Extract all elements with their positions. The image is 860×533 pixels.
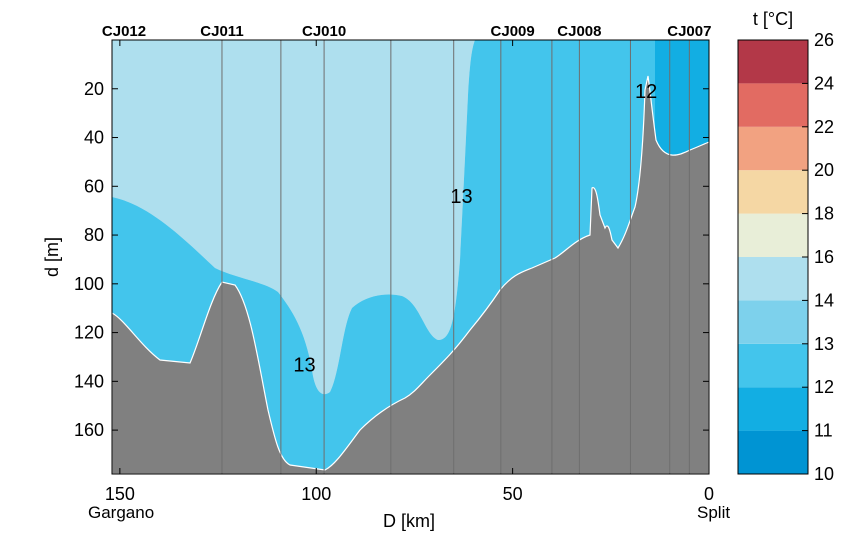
colorbar-swatch xyxy=(738,126,808,171)
y-axis-ticks: 20 40 60 80 100 120 140 160 xyxy=(74,79,709,440)
y-tick-label: 60 xyxy=(84,176,104,196)
station-label: CJ012 xyxy=(102,23,146,40)
contour-label: 13 xyxy=(293,354,315,376)
station-label: CJ008 xyxy=(557,23,601,40)
contour-label: 12 xyxy=(635,81,657,103)
station-label: CJ010 xyxy=(302,23,346,40)
contour-labels: 13 13 12 xyxy=(293,81,657,376)
colorbar-tick-label: 11 xyxy=(814,421,833,441)
y-tick-label: 160 xyxy=(74,420,104,440)
station-label: CJ007 xyxy=(667,23,711,40)
y-tick-label: 40 xyxy=(84,128,104,148)
water-band-14-16 xyxy=(112,40,475,395)
colorbar-tick-label: 14 xyxy=(814,290,834,310)
colorbar-swatch xyxy=(738,83,808,127)
x-tick-label: 50 xyxy=(503,484,523,504)
colorbar-swatch xyxy=(738,170,808,214)
contour-label: 13 xyxy=(450,186,472,208)
x-axis-title: D [km] xyxy=(383,511,435,531)
y-tick-label: 120 xyxy=(74,323,104,343)
x-tick-label: 0 xyxy=(704,484,714,504)
station-labels: CJ012 CJ011 CJ010 CJ009 CJ008 CJ007 xyxy=(102,23,712,40)
y-axis-title: d [m] xyxy=(42,237,62,277)
colorbar-tick-label: 22 xyxy=(814,117,834,137)
y-tick-label: 140 xyxy=(74,371,104,391)
colorbar-swatch xyxy=(738,430,808,474)
x-axis-left-endpoint-label: Gargano xyxy=(88,503,154,522)
plot-frame xyxy=(111,39,710,475)
colorbar-swatch xyxy=(738,387,808,431)
cast-lines xyxy=(221,40,690,474)
x-tick-label: 150 xyxy=(105,484,135,504)
x-tick-label: 100 xyxy=(301,484,331,504)
x-axis-right-endpoint-label: Split xyxy=(697,503,730,522)
colorbar-tick-label: 16 xyxy=(814,247,834,267)
colorbar-tick-label: 26 xyxy=(814,30,834,50)
colorbar-tick-label: 13 xyxy=(814,334,834,354)
colorbar-swatch xyxy=(738,257,808,301)
station-label: CJ009 xyxy=(491,23,535,40)
colorbar-tick-label: 18 xyxy=(814,204,834,224)
plot-area xyxy=(112,40,709,474)
colorbar-swatch xyxy=(738,343,808,388)
colorbar-swatch xyxy=(738,213,808,257)
seabed xyxy=(112,75,709,474)
colorbar-swatch xyxy=(738,300,808,344)
colorbar-tick-label: 20 xyxy=(814,160,834,180)
colorbar-tick-label: 12 xyxy=(814,377,834,397)
colorbar-tick-label: 10 xyxy=(814,464,834,484)
y-tick-label: 100 xyxy=(74,274,104,294)
colorbar: 10 11 12 13 14 16 18 20 22 24 26 xyxy=(737,30,834,484)
x-axis-ticks: 150 100 50 0 xyxy=(105,40,714,504)
colorbar-title: t [°C] xyxy=(753,9,793,29)
y-tick-label: 20 xyxy=(84,79,104,99)
colorbar-swatch xyxy=(738,40,808,84)
station-label: CJ011 xyxy=(200,23,243,40)
y-tick-label: 80 xyxy=(84,225,104,245)
colorbar-tick-label: 24 xyxy=(814,73,834,93)
